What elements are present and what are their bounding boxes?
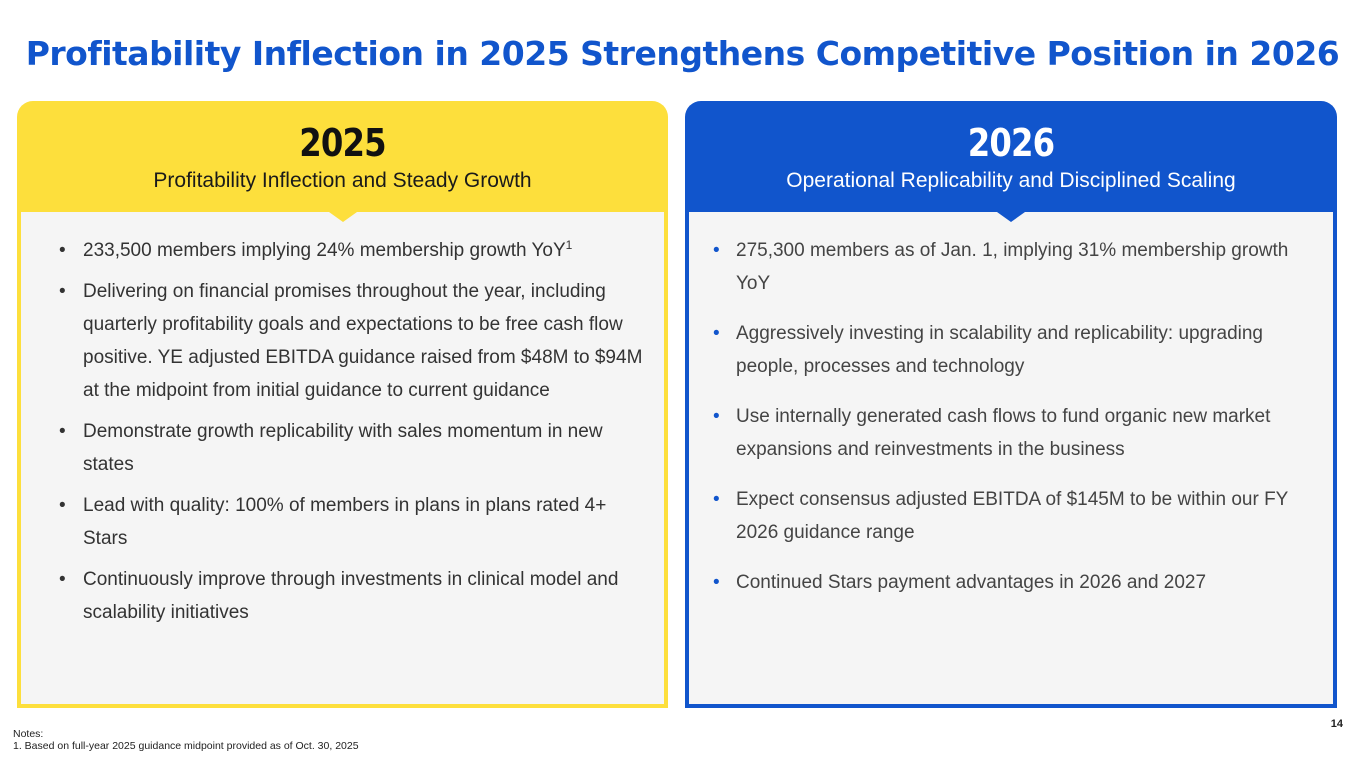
bullet-list: • 233,500 members implying 24% membership… <box>21 212 664 629</box>
bullet-text: Aggressively investing in scalability an… <box>736 323 1263 377</box>
panel-body: • 275,300 members as of Jan. 1, implying … <box>689 212 1333 704</box>
bullet-text: Use internally generated cash flows to f… <box>736 406 1271 460</box>
notch-arrow <box>328 212 357 222</box>
bullet-text: 233,500 members implying 24% membership … <box>83 240 566 261</box>
list-item: • Demonstrate growth replicability with s… <box>59 421 603 475</box>
list-item: • Lead with quality: 100% of members in p… <box>59 495 607 549</box>
page-number: 14 <box>1330 718 1343 730</box>
panel-header: 2026 Operational Replicability and Disci… <box>685 101 1337 212</box>
list-item: • 275,300 members as of Jan. 1, implying … <box>713 240 1289 294</box>
footnote-ref: 1 <box>565 238 573 252</box>
panel-subtitle: Profitability Inflection and Steady Grow… <box>153 169 532 192</box>
bullet-list: • 275,300 members as of Jan. 1, implying … <box>689 212 1333 599</box>
list-item: • Continued Stars payment advantages in 2… <box>713 572 1207 593</box>
bullet-text: Delivering on financial promises through… <box>83 281 643 401</box>
list-item: • Expect consensus adjusted EBITDA of $14… <box>713 489 1289 543</box>
bullet-text: Continued Stars payment advantages in 20… <box>736 572 1207 593</box>
bullet-text: Lead with quality: 100% of members in pl… <box>83 495 607 549</box>
panel-2025: 2025 Profitability Inflection and Steady… <box>17 101 668 708</box>
notes-label: Notes: <box>13 728 44 740</box>
list-item: • Aggressively investing in scalability a… <box>713 323 1263 377</box>
panel-year: 2026 <box>967 121 1055 165</box>
list-item: • Continuously improve through investment… <box>59 569 619 623</box>
bullet-text: Continuously improve through investments… <box>83 569 619 623</box>
notch-arrow <box>997 212 1025 222</box>
bullet-text: 275,300 members as of Jan. 1, implying 3… <box>736 240 1289 294</box>
bullet-text: Expect consensus adjusted EBITDA of $145… <box>736 489 1289 543</box>
list-item: • Use internally generated cash flows to … <box>713 406 1271 460</box>
list-item: • Delivering on financial promises throug… <box>59 281 643 401</box>
panel-header: 2025 Profitability Inflection and Steady… <box>17 101 668 212</box>
slide-title: Profitability Inflection in 2025 Strengt… <box>25 34 1340 73</box>
footnotes: Notes: 1. Based on full-year 2025 guidan… <box>13 728 359 752</box>
panel-year: 2025 <box>299 121 386 165</box>
list-item: • 233,500 members implying 24% membership… <box>59 238 573 261</box>
panel-2026: 2026 Operational Replicability and Disci… <box>685 101 1337 708</box>
panel-subtitle: Operational Replicability and Discipline… <box>786 169 1236 192</box>
panel-body: • 233,500 members implying 24% membership… <box>21 212 664 704</box>
footnote-item: 1. Based on full-year 2025 guidance midp… <box>13 740 359 752</box>
bullet-text: Demonstrate growth replicability with sa… <box>83 421 603 475</box>
